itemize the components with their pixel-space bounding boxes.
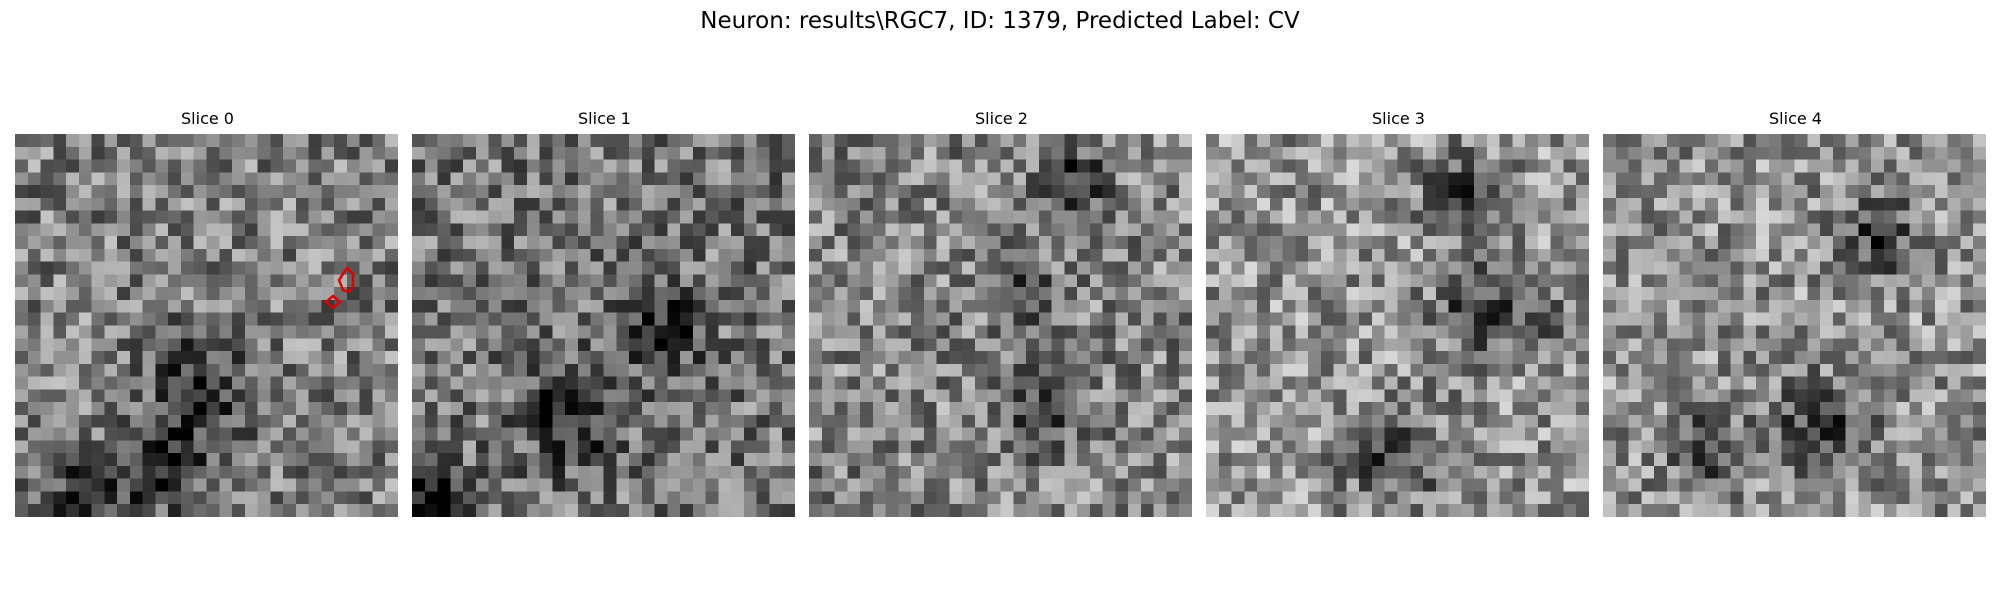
slice-image-3 xyxy=(1206,134,1589,517)
slice-title-2: Slice 2 xyxy=(975,109,1028,128)
slice-panel-3: Slice 3 xyxy=(1206,110,1591,517)
figure-title: Neuron: results\RGC7, ID: 1379, Predicte… xyxy=(700,8,1300,34)
slice-panel-4: Slice 4 xyxy=(1603,110,1988,517)
slice-image-0 xyxy=(15,134,398,517)
slice-title-4: Slice 4 xyxy=(1769,109,1822,128)
slice-image-1 xyxy=(412,134,795,517)
slice-panel-2: Slice 2 xyxy=(809,110,1194,517)
slice-image-4 xyxy=(1603,134,1986,517)
slice-panel-1: Slice 1 xyxy=(412,110,797,517)
slice-image-2 xyxy=(809,134,1192,517)
slice-panel-0: Slice 0 xyxy=(15,110,400,517)
slice-title-3: Slice 3 xyxy=(1372,109,1425,128)
slice-title-0: Slice 0 xyxy=(181,109,234,128)
slice-title-1: Slice 1 xyxy=(578,109,631,128)
